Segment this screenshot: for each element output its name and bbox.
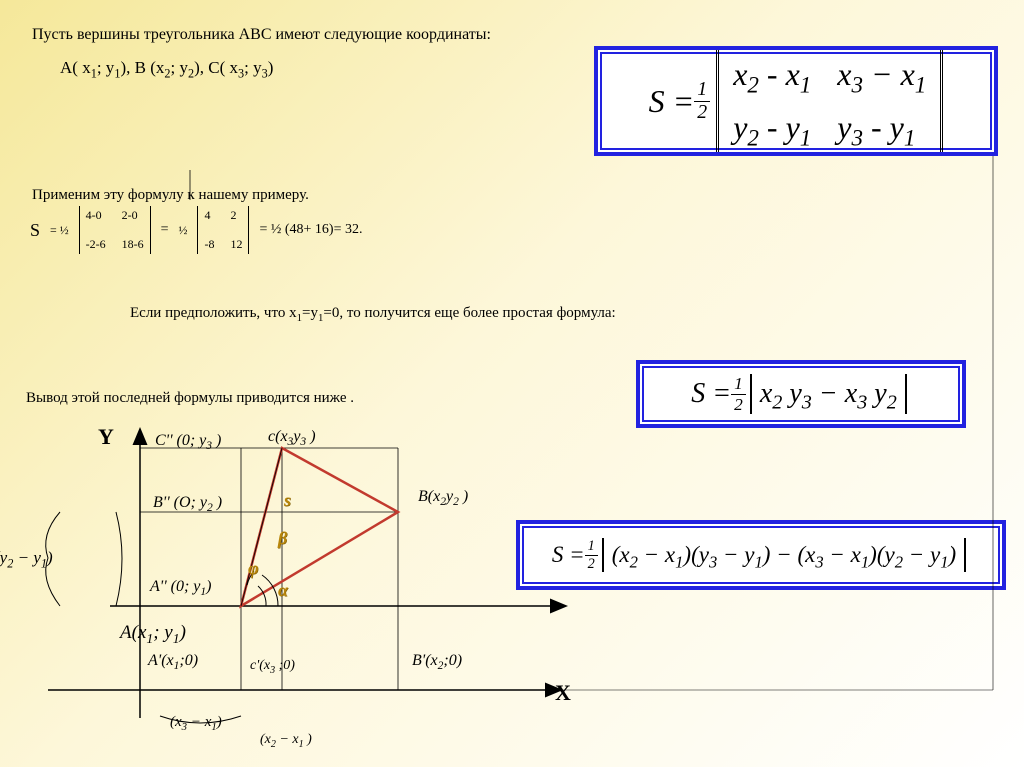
m11: y3 - y1 xyxy=(837,109,926,146)
calc-result: = ½ (48+ 16)= 32. xyxy=(259,222,362,238)
formula-simple-box: S = 12 x2 y3 − x3 y2 xyxy=(636,360,966,428)
lbl-b: B(x2y2 ) xyxy=(418,488,468,506)
m00: x2 - x1 xyxy=(733,56,811,93)
lbl-s: s xyxy=(284,490,291,511)
lbl-phi: φ xyxy=(248,558,259,579)
calc-m1: 4-02-0 -2-618-6 xyxy=(79,206,151,254)
suppose-text: Если предположить, что х1=у1=0, то получ… xyxy=(130,305,616,322)
formula-main-box: S = 12 x2 - x1 x3 − x1 y2 - y1 y3 - y1 xyxy=(594,46,998,156)
calc-m2: 42 -812 xyxy=(197,206,249,254)
lbl-a: A(x1; y1) xyxy=(120,622,186,644)
lbl-ap: A'(x1;0) xyxy=(148,652,198,670)
apply-text: Применим эту формулу к нашему примеру. xyxy=(32,187,309,204)
y-axis-label: Y xyxy=(98,424,114,450)
calc-eq2: = xyxy=(161,222,169,238)
calc-half2: ½ xyxy=(179,223,188,238)
title-text: Пусть вершины треугольника АВС имеют сле… xyxy=(32,26,491,44)
lbl-alpha: α xyxy=(278,580,288,601)
lbl-beta: β xyxy=(278,528,287,549)
lbl-dx21: (x2 − x1 ) xyxy=(260,732,312,748)
lbl-cp: c'(x3 ;0) xyxy=(250,658,295,674)
calc-lhs: S xyxy=(30,220,40,241)
m01: x3 − x1 xyxy=(837,56,926,93)
lbl-bpp: B'' (O; y2 ) xyxy=(153,494,222,512)
diagram-svg xyxy=(0,430,600,760)
coordinate-diagram: Y X C'' (0; y3 ) c(x3y3 ) B'' (O; y2 ) B… xyxy=(0,430,600,760)
lbl-dy21: (y2 − y1) xyxy=(0,548,53,568)
vertices-text: A( x1; y1), B (x2; y2), C( x3; y3) xyxy=(60,58,273,78)
x-axis-label: X xyxy=(555,680,571,706)
lbl-app: A'' (0; y1) xyxy=(150,578,211,596)
lbl-c: c(x3y3 ) xyxy=(268,428,316,446)
lbl-cpp: C'' (0; y3 ) xyxy=(155,432,221,450)
calculation-row: S = ½ 4-02-0 -2-618-6 = ½ 42 -812 = ½ (4… xyxy=(30,206,362,254)
calc-eq1: = ½ xyxy=(50,223,69,238)
m10: y2 - y1 xyxy=(733,109,811,146)
derivation-text: Вывод этой последней формулы приводится … xyxy=(26,390,354,407)
lbl-dx31: (x3 − x1) xyxy=(170,714,222,731)
lbl-bp: B'(x2;0) xyxy=(412,652,462,670)
